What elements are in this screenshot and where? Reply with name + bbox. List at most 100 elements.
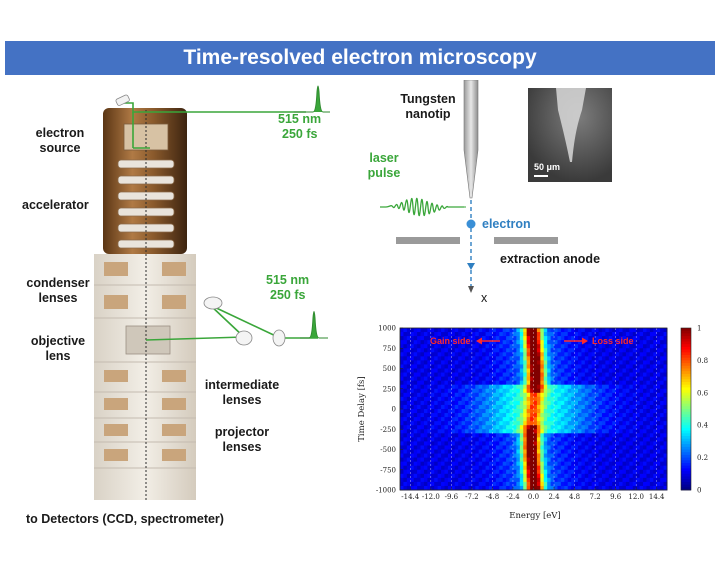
heatmap-cell (619, 477, 623, 483)
heatmap-cell (447, 469, 452, 475)
heatmap-cell (646, 425, 651, 430)
y-tick-label: 750 (383, 345, 396, 353)
heatmap-cell (560, 376, 565, 382)
heatmap-cell (663, 364, 668, 369)
heatmap-cell (615, 453, 620, 458)
heatmap-cell (434, 421, 439, 426)
heatmap-cell (437, 392, 442, 398)
heatmap-cell (420, 433, 425, 438)
heatmap-cell (643, 360, 647, 365)
heatmap-cell (540, 352, 545, 357)
heatmap-cell (434, 380, 439, 386)
heatmap-cell (564, 425, 569, 430)
heatmap-cell (584, 417, 589, 422)
heatmap-cell (526, 392, 531, 398)
heatmap-cell (444, 457, 449, 463)
heatmap-cell (636, 477, 641, 483)
heatmap-cell (444, 392, 449, 398)
heatmap-cell (471, 336, 476, 341)
heatmap-cell (540, 392, 545, 398)
heatmap-cell (540, 453, 545, 458)
heatmap-cell (554, 449, 558, 454)
heatmap-cell (639, 380, 644, 386)
heatmap-cell (502, 449, 507, 454)
heatmap-cell (581, 368, 586, 373)
heatmap-cell (581, 400, 586, 406)
heatmap-cell (547, 477, 552, 483)
heatmap-cell (571, 473, 575, 479)
heatmap-cell (554, 417, 558, 422)
heatmap-cell (406, 368, 411, 373)
heatmap-cell (643, 441, 647, 446)
heatmap-cell (492, 328, 497, 333)
heatmap-cell (509, 433, 514, 438)
heatmap-cell (526, 380, 531, 386)
heatmap-cell (420, 429, 425, 434)
heatmap-cell (567, 469, 572, 475)
heatmap-cell (584, 421, 589, 426)
heatmap-cells (400, 328, 668, 491)
colorbar-segment (681, 360, 691, 364)
heatmap-cell (485, 392, 490, 398)
heatmap-cell (427, 396, 432, 402)
heatmap-cell (540, 417, 545, 422)
heatmap-cell (660, 368, 664, 373)
heatmap-cell (447, 425, 452, 430)
heatmap-cell (506, 332, 510, 337)
heatmap-cell (615, 465, 620, 471)
heatmap-cell (615, 364, 620, 369)
heatmap-cell (578, 356, 582, 361)
heatmap-cell (482, 384, 486, 390)
heatmap-cell (526, 417, 531, 422)
heatmap-cell (447, 445, 452, 450)
heatmap-cell (653, 473, 658, 479)
heatmap-cell (646, 328, 651, 333)
heatmap-cell (543, 364, 548, 369)
heatmap-cell (423, 364, 428, 369)
heatmap-cell (632, 340, 637, 345)
heatmap-cell (523, 485, 528, 491)
heatmap-cell (523, 421, 528, 426)
heatmap-cell (581, 461, 586, 467)
heatmap-cell (400, 340, 404, 345)
heatmap-cell (471, 404, 476, 410)
heatmap-cell (447, 344, 452, 349)
heatmap-cell (643, 445, 647, 450)
heatmap-cell (608, 380, 613, 386)
heatmap-cell (447, 388, 452, 394)
heatmap-cell (584, 352, 589, 357)
heatmap-cell (550, 360, 555, 365)
heatmap-cell (465, 348, 469, 353)
heatmap-cell (427, 356, 432, 361)
heatmap-cell (451, 400, 456, 406)
heatmap-cell (564, 404, 569, 410)
heatmap-cell (625, 469, 630, 475)
heatmap-cell (509, 336, 514, 341)
heatmap-cell (492, 445, 497, 450)
heatmap-cell (625, 376, 630, 382)
heatmap-cell (649, 429, 654, 434)
heatmap-cell (598, 409, 603, 414)
heatmap-cell (622, 465, 627, 471)
heatmap-cell (660, 396, 664, 402)
heatmap-cell (458, 469, 463, 475)
heatmap-cell (598, 485, 603, 491)
heatmap-cell (574, 433, 579, 438)
heatmap-cell (605, 425, 610, 430)
colorbar-segment (681, 444, 691, 448)
heatmap-cell (649, 433, 654, 438)
heatmap-cell (560, 481, 565, 487)
heatmap-cell (454, 336, 459, 341)
intermediate-lenses-label: intermediate lenses (204, 378, 280, 407)
heatmap-cell (468, 360, 473, 365)
heatmap-cell (646, 429, 651, 434)
heatmap-cell (547, 461, 552, 467)
heatmap-cell (540, 404, 545, 410)
heatmap-cell (588, 404, 593, 410)
heatmap-cell (495, 449, 500, 454)
heatmap-cell (567, 465, 572, 471)
heatmap-cell (423, 376, 428, 382)
heatmap-cell (461, 384, 466, 390)
heatmap-cell (516, 449, 521, 454)
heatmap-cell (458, 352, 463, 357)
